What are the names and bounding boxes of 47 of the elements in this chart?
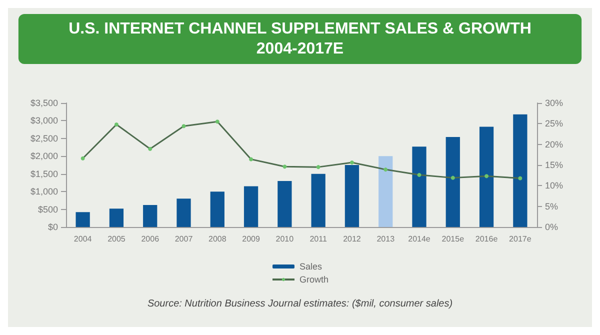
x-tick-label: 2014e bbox=[408, 234, 431, 244]
y-tick-label: $1,000 bbox=[30, 186, 58, 197]
x-tick-label: 2008 bbox=[208, 234, 227, 244]
x-tick-label: 2016e bbox=[475, 234, 498, 244]
bar bbox=[176, 198, 191, 227]
y2-tick-label: 15% bbox=[545, 160, 564, 170]
y-tick-label: $0 bbox=[48, 222, 58, 232]
bar bbox=[513, 114, 528, 227]
bar bbox=[244, 186, 258, 227]
chart-title: U.S. INTERNET CHANNEL SUPPLEMENT SALES & GROWTH 2004-2017E bbox=[68, 20, 532, 58]
x-tick-label: 2005 bbox=[108, 234, 126, 244]
x-tick-label: 2012 bbox=[343, 234, 362, 244]
x-tick-label: 2006 bbox=[141, 234, 160, 244]
bar bbox=[412, 146, 426, 227]
y-tick-label: $2,000 bbox=[30, 151, 58, 162]
y-tick-label: $1,500 bbox=[30, 168, 58, 179]
bar bbox=[479, 126, 494, 227]
x-tick-label: 2011 bbox=[310, 234, 328, 244]
y2-tick-label: 25% bbox=[545, 118, 564, 129]
x-tick-label: 2004 bbox=[74, 234, 92, 244]
x-tick-label: 2015e bbox=[442, 234, 465, 244]
y2-tick-label: 5% bbox=[545, 201, 558, 212]
bar bbox=[109, 208, 124, 227]
y2-tick-label: 10% bbox=[545, 180, 564, 191]
bar bbox=[378, 156, 393, 227]
bar bbox=[344, 165, 360, 227]
y-tick-label: $500 bbox=[38, 204, 58, 214]
legend-label: Growth bbox=[299, 274, 329, 284]
x-tick-label: 2017e bbox=[509, 234, 532, 244]
x-tick-label: 2009 bbox=[242, 234, 260, 244]
y2-tick-label: 30% bbox=[545, 98, 564, 108]
bar bbox=[278, 180, 292, 227]
x-tick-label: 2010 bbox=[276, 234, 294, 244]
bar bbox=[143, 205, 158, 227]
y-tick-label: $3,500 bbox=[30, 98, 58, 108]
legend-label: Sales bbox=[299, 262, 323, 272]
x-tick-label: 2007 bbox=[174, 234, 194, 244]
bar bbox=[446, 137, 460, 227]
bar bbox=[210, 192, 224, 227]
source-note: Source: Nutrition Business Journal estimates: ($mil, consumer sales) bbox=[147, 298, 453, 310]
bar bbox=[311, 174, 326, 227]
y-tick-label: $3,000 bbox=[30, 116, 58, 126]
x-tick-label: 2013 bbox=[376, 234, 396, 244]
y2-tick-label: 0% bbox=[545, 222, 558, 232]
y2-tick-label: 20% bbox=[545, 139, 564, 150]
bar bbox=[76, 212, 90, 227]
y-tick-label: $2,500 bbox=[30, 133, 58, 144]
